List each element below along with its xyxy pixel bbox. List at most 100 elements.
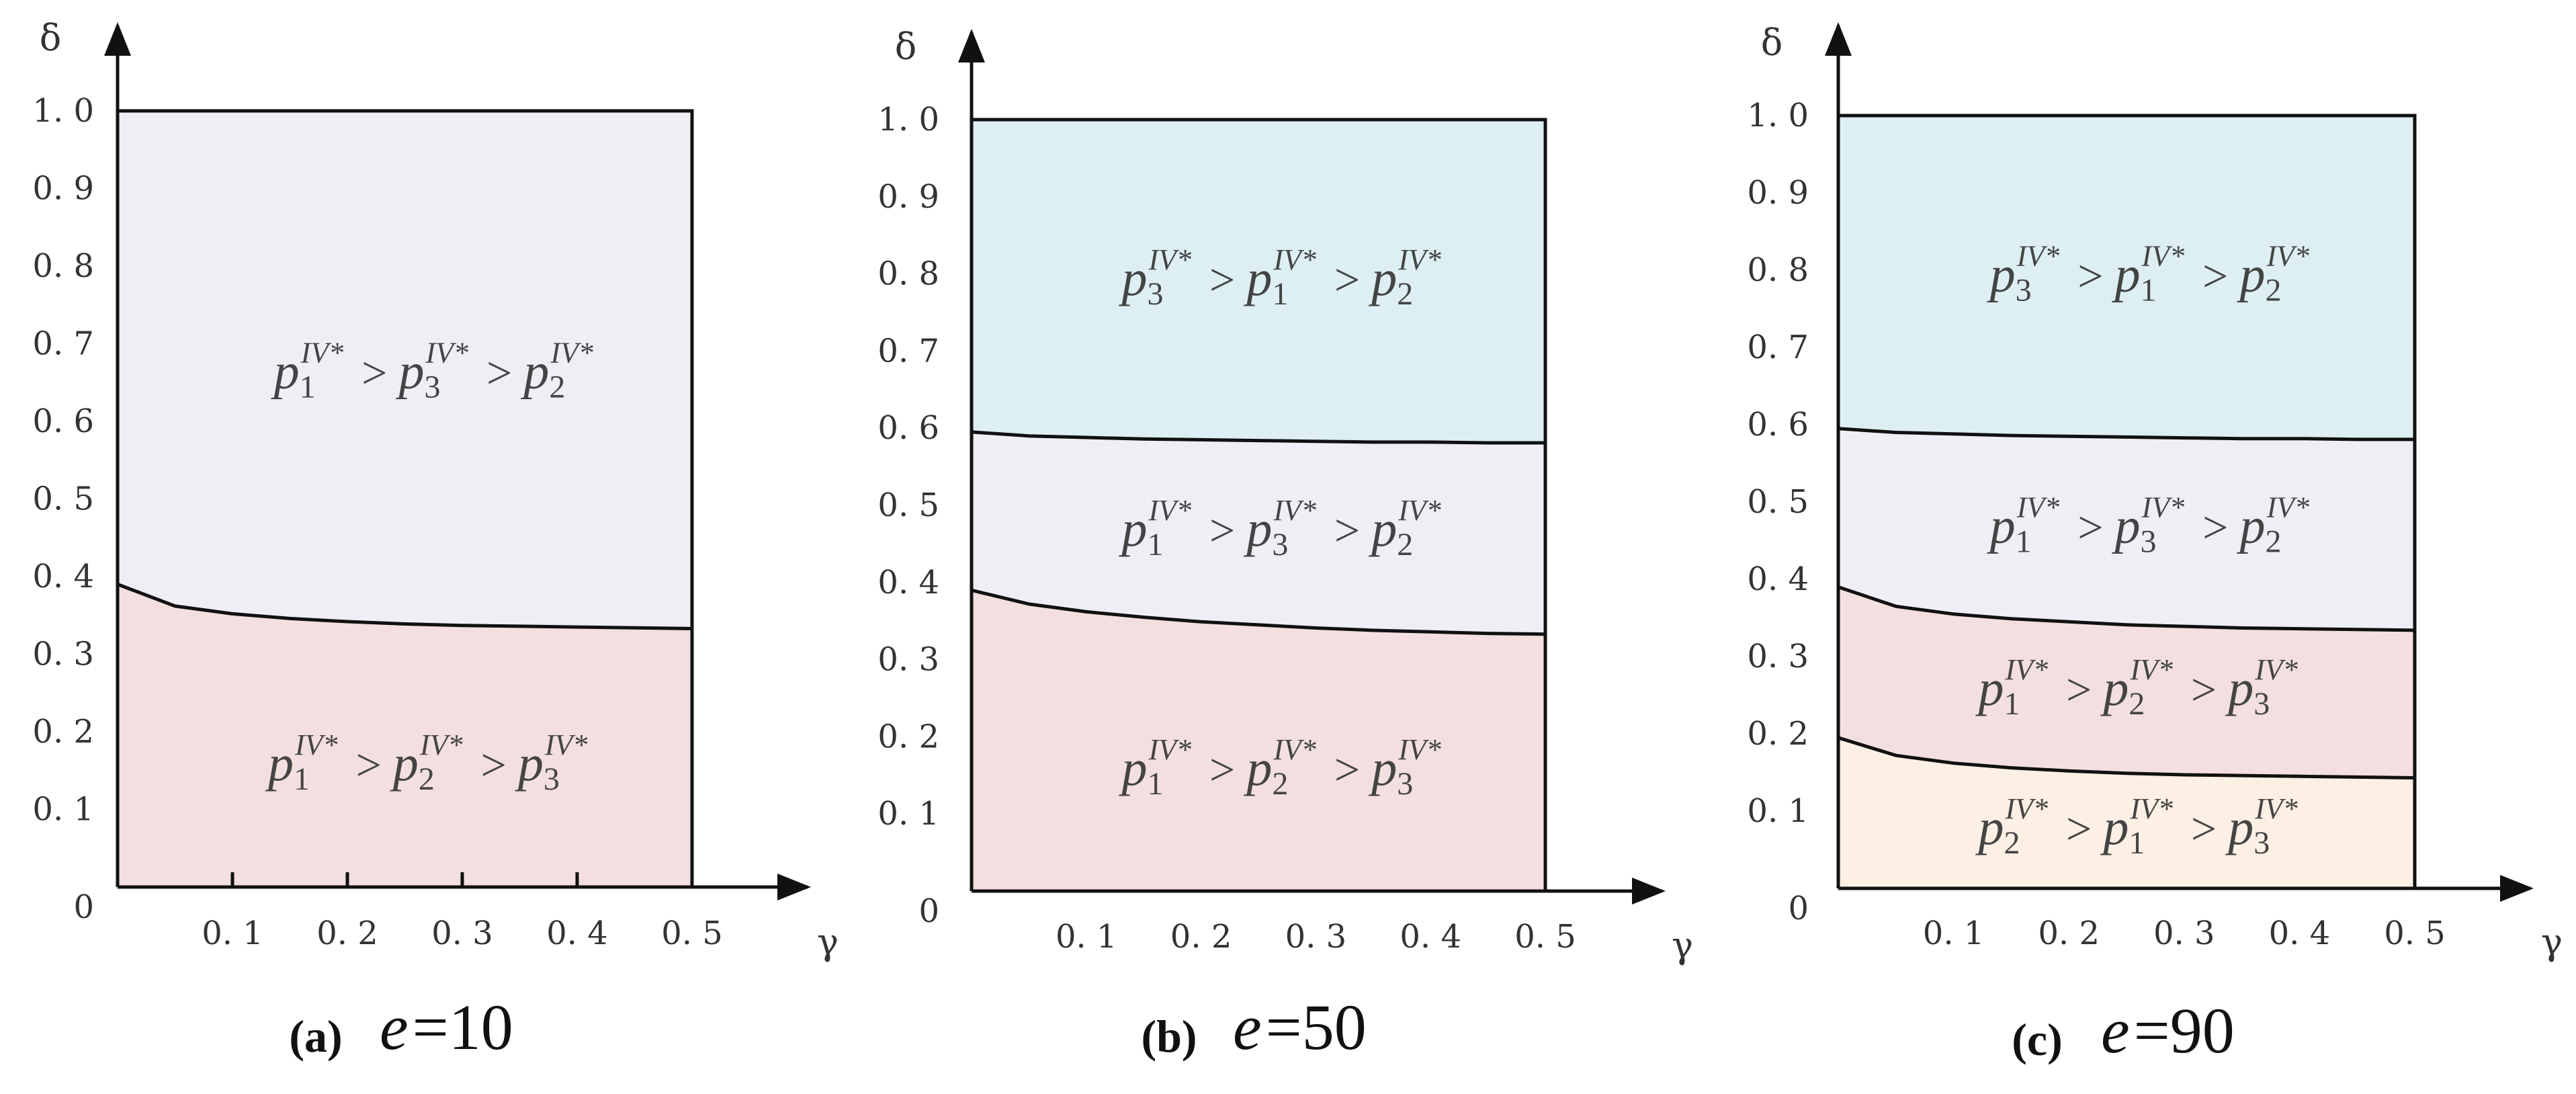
label-operator: >	[2055, 664, 2103, 715]
boundary-curve	[1838, 736, 2415, 780]
label-operator: >	[1323, 254, 1371, 305]
x-tick-label: 0. 4	[546, 915, 608, 952]
label-superscript: IV*	[419, 728, 463, 761]
y-tick-label: 0	[1788, 890, 1809, 927]
label-subscript: 3	[1148, 276, 1164, 312]
label-symbol: p	[2100, 660, 2129, 716]
region-fill	[118, 111, 692, 629]
panel-caption-value: =50	[1266, 991, 1367, 1063]
label-symbol: p	[2112, 247, 2141, 303]
x-tick-label: 0. 3	[2153, 915, 2215, 952]
label-subscript: 2	[2004, 825, 2020, 861]
label-subscript: 3	[1272, 527, 1288, 562]
x-tick-label: 0. 3	[431, 915, 493, 952]
label-operator: >	[2180, 803, 2228, 854]
y-tick-label: 1. 0	[1747, 97, 1809, 134]
label-symbol: p	[1119, 740, 1148, 796]
label-symbol: p	[2236, 497, 2265, 554]
label-symbol: p	[2225, 799, 2253, 855]
region-label: p1IV* > p3IV* > p2IV*	[1987, 491, 2309, 559]
label-subscript: 2	[1272, 766, 1288, 802]
chart-panel-a: 0 0. 1 0. 2 0. 3 0. 4 0. 5 0. 6 0. 7 0. 8 0. 9 1. …	[32, 17, 839, 1063]
x-tick-label: 0. 5	[1514, 918, 1576, 956]
y-tick-label: 0. 3	[32, 636, 94, 673]
label-superscript: IV*	[1148, 733, 1192, 766]
label-superscript: IV*	[1273, 243, 1316, 276]
y-tick-label: 1. 0	[32, 92, 94, 130]
y-tick-label: 0. 4	[32, 558, 94, 595]
label-symbol: p	[265, 735, 294, 792]
label-operator: >	[1198, 744, 1246, 795]
label-subscript: 3	[2253, 686, 2270, 722]
plot-frame	[118, 109, 694, 887]
region-label: p1IV* > p2IV* > p3IV*	[1975, 653, 2298, 722]
panel-caption-equation: e=50	[1233, 991, 1367, 1063]
boundary-curve	[971, 430, 1545, 445]
region-label: p1IV* > p2IV* > p3IV*	[265, 728, 587, 797]
label-symbol: p	[1243, 501, 1272, 557]
label-subscript: 2	[2129, 686, 2145, 722]
label-superscript: IV*	[2129, 653, 2173, 686]
y-tick-label: 0. 5	[32, 480, 94, 518]
label-superscript: IV*	[1398, 243, 1441, 276]
panel-caption-value: =90	[2134, 995, 2235, 1066]
x-tick-label: 0. 3	[1285, 918, 1347, 956]
panel-caption-letter: (a)	[289, 1011, 342, 1062]
label-subscript: 1	[2129, 825, 2145, 861]
region-fill	[118, 584, 692, 887]
x-tick-label: 0. 5	[661, 915, 723, 952]
label-subscript: 2	[2265, 273, 2281, 308]
y-tick-label: 0. 2	[877, 718, 939, 755]
label-subscript: 3	[424, 370, 440, 405]
label-superscript: IV*	[1398, 733, 1441, 766]
y-tick-label: 0. 4	[877, 564, 939, 601]
x-axis-label: γ	[817, 921, 839, 963]
y-tick-label: 0. 2	[1747, 715, 1809, 753]
x-tick-label: 0. 4	[1400, 918, 1461, 956]
label-symbol: p	[390, 735, 419, 792]
label-symbol: p	[271, 343, 300, 400]
label-operator: >	[2066, 501, 2114, 552]
y-tick-label: 0. 2	[32, 713, 94, 751]
y-tick-label: 0. 6	[1747, 406, 1809, 444]
region-label: p2IV* > p1IV* > p3IV*	[1975, 792, 2298, 861]
label-superscript: IV*	[2266, 491, 2309, 523]
label-subscript: 3	[2141, 523, 2157, 559]
label-superscript: IV*	[550, 337, 593, 370]
region-label: p3IV* > p1IV* > p2IV*	[1987, 240, 2309, 308]
y-tick-label: 0. 1	[877, 795, 939, 833]
region-label: p1IV* > p2IV* > p3IV*	[1119, 733, 1441, 802]
label-operator: >	[1323, 744, 1371, 795]
y-tick-label: 0. 9	[32, 170, 94, 208]
x-tick-label: 0. 5	[2384, 915, 2446, 952]
label-superscript: IV*	[2016, 240, 2060, 273]
boundary-curve	[971, 588, 1546, 636]
y-tick-label: 0. 7	[32, 325, 94, 363]
region-label: p1IV* > p3IV* > p2IV*	[271, 337, 593, 405]
panel-caption-variable: e	[2101, 995, 2130, 1066]
chart-panel-b: 0 0. 1 0. 2 0. 3 0. 4 0. 5 0. 6 0. 7 0. 8 0. 9 1. …	[877, 26, 1693, 1063]
region-fill	[972, 590, 1545, 891]
x-axis-label: γ	[1672, 924, 1693, 966]
label-superscript: IV*	[2005, 653, 2049, 686]
y-tick-label: 0. 6	[32, 403, 94, 440]
label-superscript: IV*	[544, 728, 588, 761]
y-tick-label: 0. 3	[1747, 638, 1809, 675]
region-fill	[972, 120, 1545, 443]
y-tick-label: 0	[73, 888, 94, 926]
label-symbol: p	[2112, 497, 2141, 554]
region-fill	[1838, 737, 2415, 888]
x-tick-label: 0. 4	[2269, 915, 2331, 952]
label-operator: >	[1198, 254, 1246, 305]
y-tick-label: 0. 3	[877, 641, 939, 679]
y-tick-label: 0. 8	[877, 255, 939, 293]
label-subscript: 1	[1148, 766, 1164, 802]
panel-caption-value: =10	[413, 991, 513, 1063]
y-tick-label: 1. 0	[877, 101, 939, 138]
label-subscript: 3	[2016, 273, 2032, 308]
label-superscript: IV*	[2266, 240, 2309, 273]
label-superscript: IV*	[2254, 653, 2298, 686]
label-symbol: p	[2100, 799, 2129, 855]
y-tick-label: 0. 9	[877, 178, 939, 216]
